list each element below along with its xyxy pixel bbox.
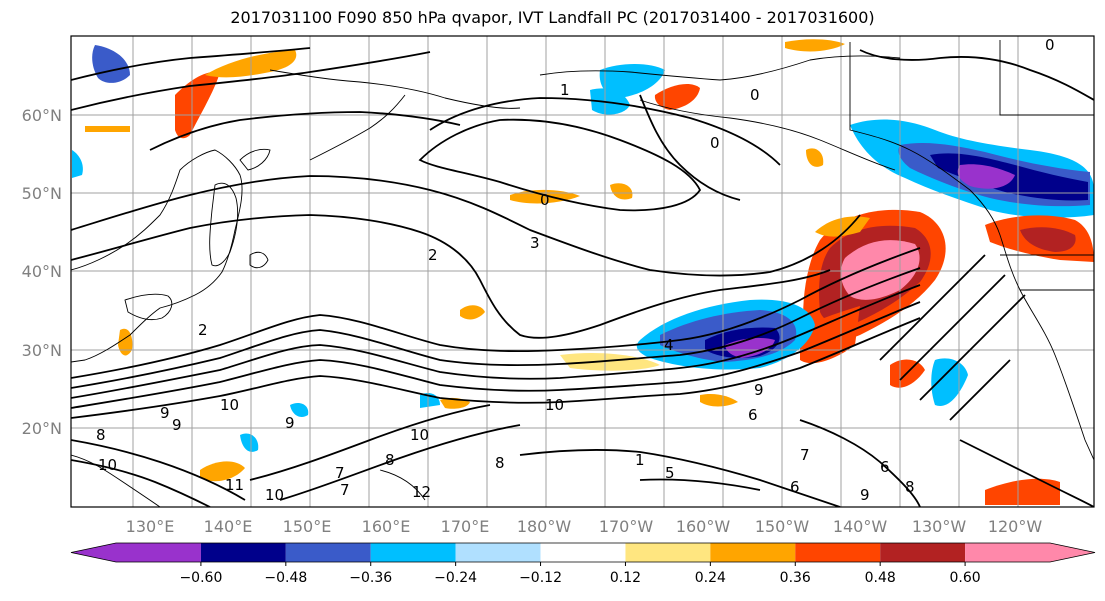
lon-label: 130°W: [912, 517, 967, 536]
contour-label: 9: [160, 404, 170, 422]
colorbar-tick-label: 0.60: [950, 570, 981, 586]
contour-label: 8: [905, 478, 915, 496]
contour-label: 10: [265, 486, 284, 504]
map-title: 2017031100 F090 850 hPa qvapor, IVT Land…: [230, 8, 875, 27]
contour-label: 9: [285, 414, 295, 432]
contour-label: 12: [412, 483, 431, 501]
contour-label: 6: [880, 458, 890, 476]
lat-label: 20°N: [22, 419, 62, 438]
lon-label: 130°E: [126, 517, 175, 536]
contour-label: 10: [98, 456, 117, 474]
contour-label: 6: [748, 406, 758, 424]
contour-label: 6: [790, 478, 800, 496]
colorbar-segment: [540, 543, 626, 562]
lon-label: 180°W: [517, 517, 572, 536]
lat-label: 60°N: [22, 106, 62, 125]
shaded-anomaly-field: [72, 39, 1094, 505]
contour-label: 8: [385, 451, 395, 469]
contour-label: 7: [335, 464, 345, 482]
colorbar-segment: [965, 543, 1095, 562]
colorbar-segment: [880, 543, 966, 562]
colorbar-segment: [71, 543, 201, 562]
colorbar-segment: [285, 543, 371, 562]
colorbar-tick-label: −0.48: [264, 570, 307, 586]
contour-label: 4: [664, 336, 674, 354]
contour-label: 3: [530, 234, 540, 252]
colorbar-tick-label: −0.36: [349, 570, 392, 586]
lon-label: 170°E: [441, 517, 490, 536]
contour-label-group: 1 0 0 0 0 2 3 2 4 9 10 9 8 10 6 9 10 8 7…: [96, 36, 1055, 504]
colorbar-segment: [370, 543, 456, 562]
contour-label: 8: [495, 454, 505, 472]
colorbar-outline: [70, 542, 1096, 563]
colorbar: [70, 542, 1096, 563]
contour-label: 11: [225, 476, 244, 494]
contour-label: 0: [710, 134, 720, 152]
lat-label: 30°N: [22, 341, 62, 360]
contour-label: 10: [410, 426, 429, 444]
colorbar-tick-label: 0.24: [695, 570, 726, 586]
contour-label: 5: [665, 464, 675, 482]
contour-label: 10: [220, 396, 239, 414]
colorbar-tick-label: 0.36: [780, 570, 811, 586]
lon-label: 160°E: [362, 517, 411, 536]
coastlines: [71, 40, 1094, 507]
colorbar-tick-label: −0.60: [179, 570, 222, 586]
lon-label: 150°W: [755, 517, 810, 536]
lon-label: 120°W: [988, 517, 1043, 536]
longitude-labels: 130°E 140°E 150°E 160°E 170°E 180°W 170°…: [126, 517, 1043, 536]
colorbar-tick-label: 0.48: [865, 570, 896, 586]
contour-label: 1: [560, 81, 570, 99]
lon-label: 140°E: [204, 517, 253, 536]
contour-label: 0: [1045, 36, 1055, 54]
ivt-contours: [71, 47, 1094, 507]
colorbar-segment: [625, 543, 711, 562]
latitude-labels: 60°N 50°N 40°N 30°N 20°N: [22, 106, 62, 438]
contour-label: 2: [428, 246, 438, 264]
lon-label: 170°W: [599, 517, 654, 536]
colorbar-tick-label: 0.12: [610, 570, 641, 586]
contour-label: 10: [545, 396, 564, 414]
colorbar-segment: [710, 543, 796, 562]
contour-label: 9: [860, 486, 870, 504]
lat-label: 40°N: [22, 262, 62, 281]
colorbar-labels: −0.60 −0.48 −0.36 −0.24 −0.12 0.12 0.24 0.36 0.4…: [179, 562, 981, 586]
contour-label: 7: [340, 481, 350, 499]
colorbar-segment: [795, 543, 881, 562]
lon-label: 160°W: [676, 517, 731, 536]
contour-label: 8: [96, 426, 106, 444]
contour-label: 9: [754, 381, 764, 399]
colorbar-tick-label: −0.12: [519, 570, 562, 586]
lat-label: 50°N: [22, 184, 62, 203]
graticule: [71, 36, 1094, 507]
contour-label: 0: [540, 191, 550, 209]
contour-label: 1: [635, 451, 645, 469]
contour-label: 0: [750, 86, 760, 104]
colorbar-tick-label: −0.24: [434, 570, 477, 586]
colorbar-segment: [200, 543, 286, 562]
contour-label: 2: [198, 321, 208, 339]
colorbar-segment: [455, 543, 541, 562]
contour-label: 7: [800, 446, 810, 464]
map-frame: [70, 35, 1095, 508]
contour-label: 9: [172, 416, 182, 434]
lon-label: 150°E: [283, 517, 332, 536]
lon-label: 140°W: [833, 517, 888, 536]
